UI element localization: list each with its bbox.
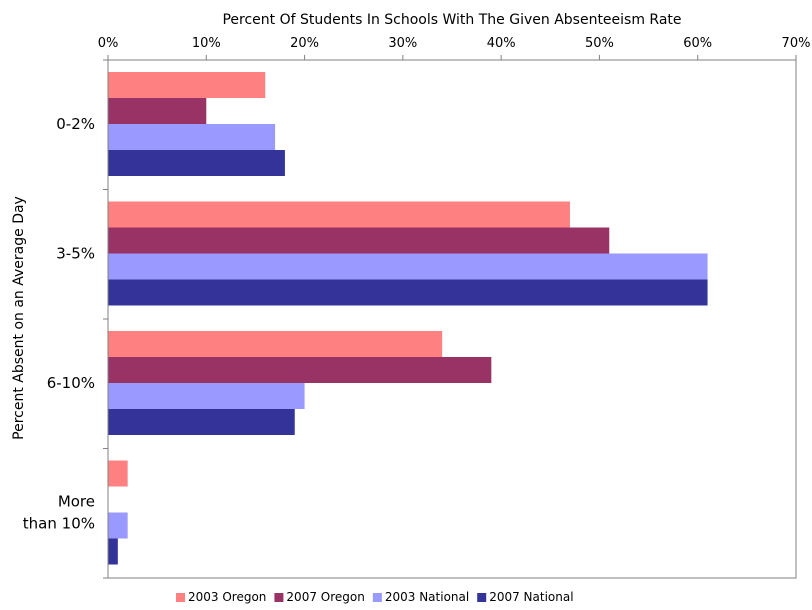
- legend-label: 2007 National: [489, 590, 573, 604]
- category-label: More than 10%: [23, 493, 95, 533]
- category-labels: 0-2% 3-5% 6-10% More than 10%: [23, 59, 108, 579]
- x-tick-label: 20%: [290, 36, 319, 51]
- x-tick-label: 10%: [192, 36, 221, 51]
- bar: [108, 72, 266, 98]
- category-label: 3-5%: [56, 245, 95, 263]
- bar: [108, 279, 708, 306]
- legend-swatch: [176, 593, 185, 602]
- bar: [108, 227, 610, 254]
- legend-label: 2003 National: [385, 590, 469, 604]
- legend-swatch: [274, 593, 284, 602]
- legend-label: 2007 Oregon: [286, 590, 364, 604]
- bar: [108, 383, 305, 409]
- bar: [108, 201, 570, 228]
- x-axis-title: Percent Of Students In Schools With The …: [222, 12, 681, 28]
- bar: [108, 150, 285, 176]
- bar: [108, 409, 295, 435]
- x-tick-label: 0%: [98, 36, 119, 51]
- bars: [108, 72, 708, 565]
- bar: [108, 98, 207, 124]
- legend: 2003 Oregon 2007 Oregon 2003 National 2007 …: [176, 590, 574, 604]
- bar: [108, 460, 128, 487]
- bar: [108, 538, 118, 565]
- category-label: 6-10%: [47, 374, 95, 392]
- legend-swatch: [477, 593, 487, 602]
- x-tick-label: 70%: [782, 36, 811, 51]
- x-tick-label: 30%: [388, 36, 417, 51]
- legend-swatch: [372, 593, 382, 602]
- bar: [108, 357, 492, 383]
- bar: [108, 331, 443, 357]
- plot-area-border: [107, 59, 797, 579]
- x-axis-ticks: 0% 10% 20% 30% 40% 50% 60% 70%: [98, 36, 811, 60]
- y-axis-title: Percent Absent on an Average Day: [11, 196, 27, 440]
- bar: [108, 512, 128, 539]
- category-label: 0-2%: [56, 115, 95, 133]
- bar: [108, 124, 276, 150]
- x-tick-label: 40%: [487, 36, 516, 51]
- bar: [108, 253, 708, 280]
- legend-label: 2003 Oregon: [188, 590, 266, 604]
- x-tick-label: 50%: [585, 36, 614, 51]
- x-tick-label: 60%: [683, 36, 712, 51]
